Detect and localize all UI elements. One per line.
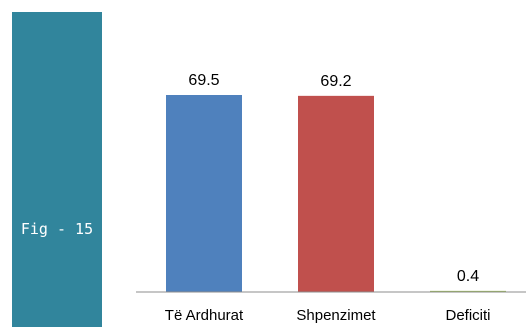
figure-side-panel: Fig - 15: [12, 12, 102, 327]
category-label-deficiti: Deficiti: [445, 307, 490, 324]
bar-shpenzimet: [298, 95, 374, 292]
value-label-deficiti: 0.4: [457, 268, 479, 285]
category-label-shpenzimet: Shpenzimet: [296, 307, 376, 324]
value-label-shpenzimet: 69.2: [320, 73, 351, 90]
figure-label: Fig - 15: [20, 220, 94, 238]
bar-deficiti: [430, 290, 506, 292]
value-label-te-ardhurat: 69.5: [188, 72, 219, 89]
value-labels-group: 69.5 69.2 0.4: [188, 72, 479, 285]
category-label-te-ardhurat: Të Ardhurat: [165, 307, 244, 324]
category-labels-group: Të Ardhurat Shpenzimet Deficiti: [165, 307, 491, 324]
bar-te-ardhurat: [166, 95, 242, 292]
bars-group: [166, 95, 506, 292]
